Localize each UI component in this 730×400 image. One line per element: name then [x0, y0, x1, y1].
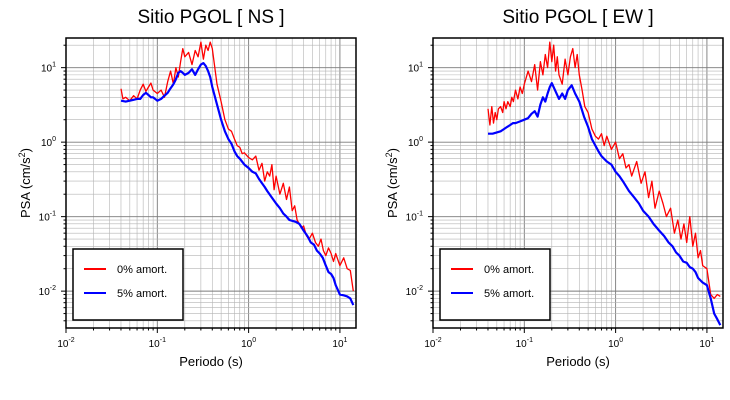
- series-line-red: [120, 41, 354, 292]
- x-tick-label: 10-1: [516, 337, 533, 350]
- y-tick-label: 10-2: [406, 285, 423, 298]
- y-tick-label: 100: [41, 136, 56, 149]
- x-tick-label: 10-2: [424, 337, 441, 350]
- x-tick-label: 101: [332, 337, 347, 350]
- series-line-blue: [120, 61, 355, 306]
- legend-label: 0% amort.: [484, 264, 534, 276]
- grid: [65, 38, 356, 328]
- plot-frame: [432, 37, 724, 329]
- x-tick-label: 101: [699, 337, 714, 350]
- legend-label: 5% amort.: [484, 288, 534, 300]
- y-tick-label: 101: [408, 62, 423, 75]
- legend: 0% amort. 5% amort.: [72, 248, 184, 321]
- y-tick-label: 10-2: [39, 285, 56, 298]
- x-tick-label: 10-2: [57, 337, 74, 350]
- y-tick-label: 100: [408, 136, 423, 149]
- y-tick-label: 10-1: [39, 211, 56, 224]
- tick-marks: [61, 44, 341, 333]
- y-axis-label: PSA (cm/s2): [384, 148, 400, 218]
- x-tick-label: 10-1: [149, 337, 166, 350]
- legend-box: [72, 248, 184, 321]
- chart-panel-2: 10-2 10-1 100 101 10-2 10-1 100 101 Sitio PGOL […: [384, 7, 724, 369]
- y-tick-label: 101: [41, 62, 56, 75]
- x-tick-label: 100: [608, 337, 623, 350]
- plot-frame: [65, 37, 357, 329]
- x-axis-label: Periodo (s): [179, 354, 243, 369]
- series-line-blue: [488, 81, 722, 326]
- legend-box: [439, 248, 551, 321]
- legend: 0% amort. 5% amort.: [439, 248, 551, 321]
- series-line-red: [487, 41, 721, 300]
- chart-panel-1: 10-2 10-1 100 101 10-2 10-1 100 101 Sitio PGOL […: [17, 7, 357, 369]
- tick-marks: [428, 44, 708, 333]
- y-axis-label: PSA (cm/s2): [17, 148, 33, 218]
- chart-title: Sitio PGOL [ NS ]: [137, 7, 284, 28]
- x-tick-label: 100: [241, 337, 256, 350]
- y-tick-label: 10-1: [406, 211, 423, 224]
- legend-label: 0% amort.: [117, 264, 167, 276]
- legend-label: 5% amort.: [117, 288, 167, 300]
- chart-title: Sitio PGOL [ EW ]: [502, 7, 653, 28]
- x-axis-label: Periodo (s): [546, 354, 610, 369]
